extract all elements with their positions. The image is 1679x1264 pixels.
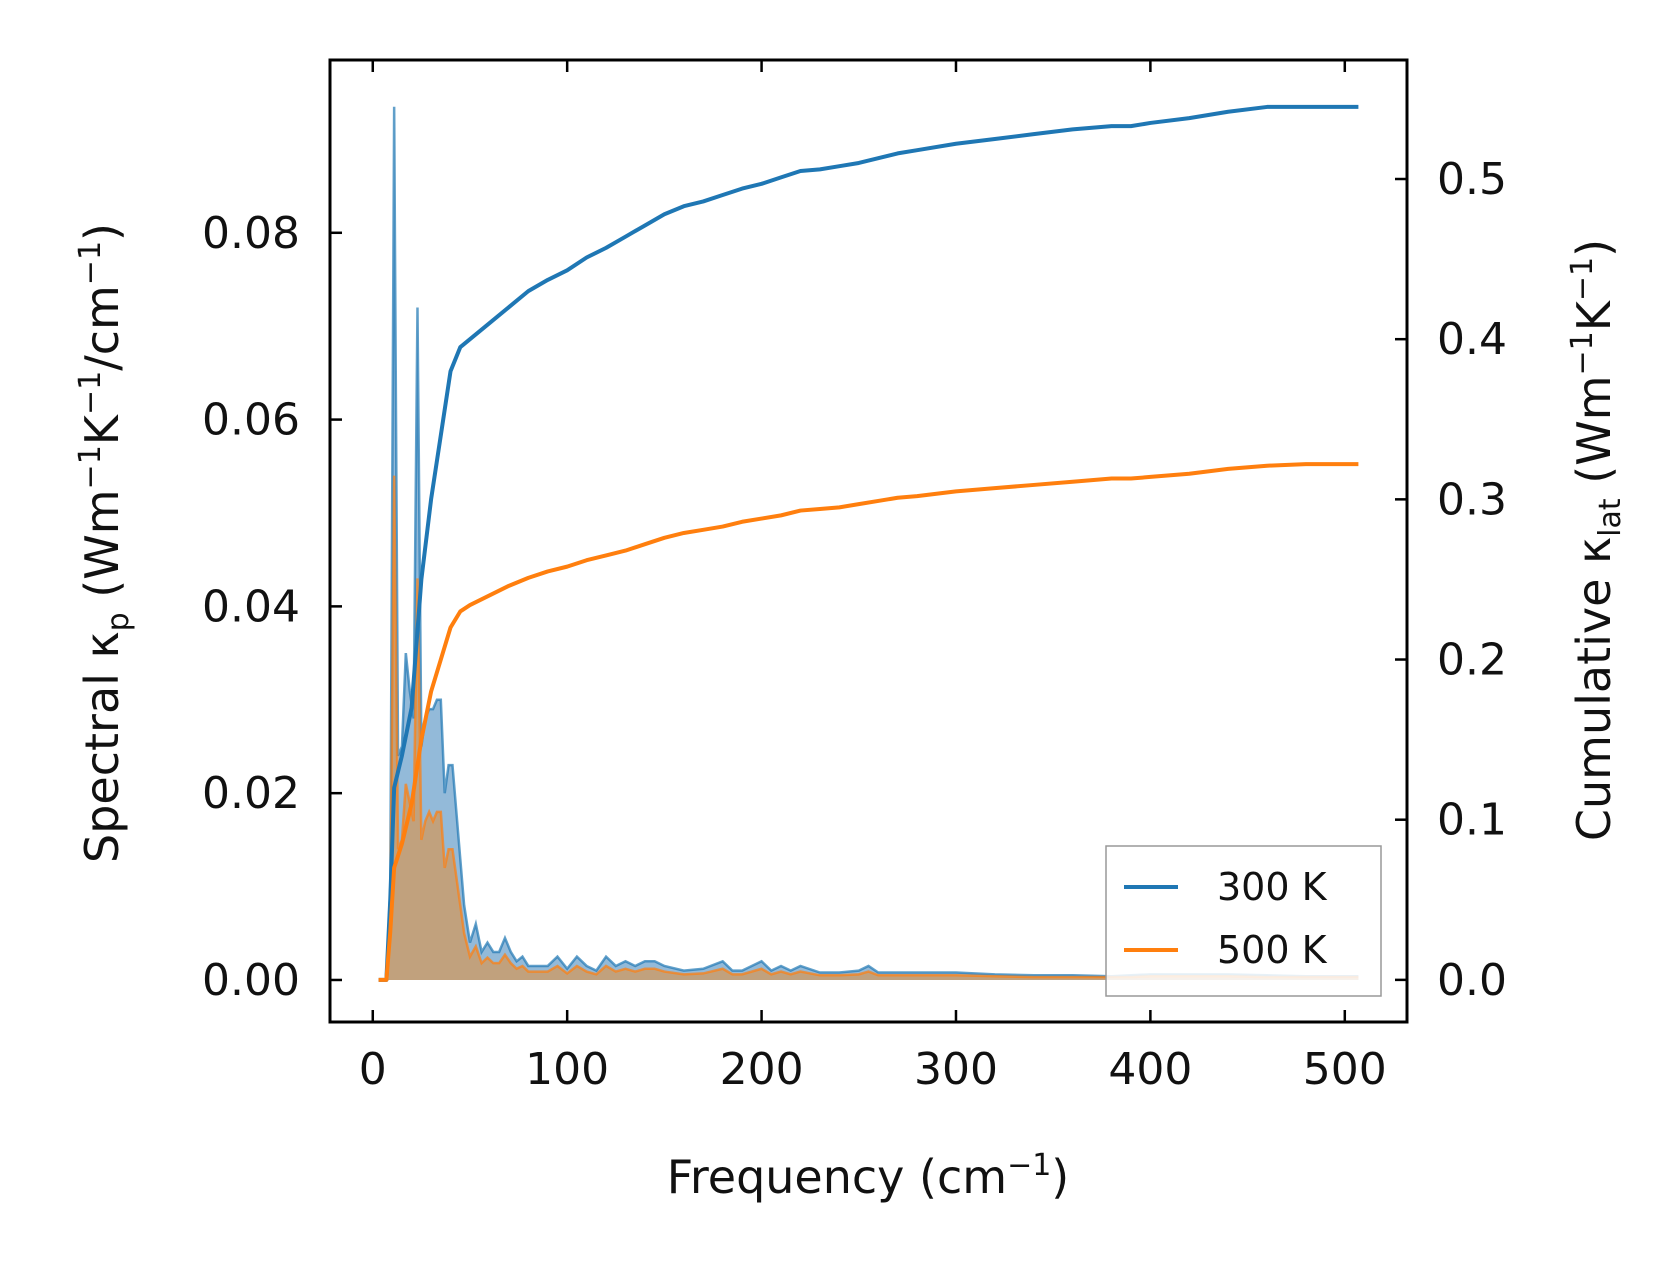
y-left-tick-label: 0.08 xyxy=(202,208,300,259)
y-axis-left-title: Spectral κp (Wm−1K−1/cm−1) xyxy=(73,223,136,863)
y-right-tick-label: 0.0 xyxy=(1437,955,1507,1006)
plot-frame xyxy=(328,58,1409,1024)
cumulative-line-300k xyxy=(378,104,1359,982)
spectral-line-500k xyxy=(378,475,1359,982)
legend: 300 K 500 K xyxy=(1105,845,1382,997)
y-left-tick-label: 0.06 xyxy=(202,395,300,446)
y-left-tick-label: 0.04 xyxy=(202,581,300,632)
x-tick-label: 200 xyxy=(720,1044,804,1095)
plot-area xyxy=(378,104,1359,982)
cumulative-line-500k xyxy=(378,462,1359,982)
y-right-tick-label: 0.3 xyxy=(1437,474,1507,525)
legend-label-500k: 500 K xyxy=(1217,928,1328,972)
y-right-tick-label: 0.1 xyxy=(1437,795,1507,846)
x-tick-label: 0 xyxy=(359,1044,387,1095)
x-axis-title: Frequency (cm−1) xyxy=(667,1148,1070,1204)
x-tick-label: 300 xyxy=(914,1044,998,1095)
y-right-tick-label: 0.5 xyxy=(1437,154,1507,205)
spectral-line-300k xyxy=(378,106,1359,982)
legend-label-300k: 300 K xyxy=(1217,865,1328,909)
y-right-tick-label: 0.4 xyxy=(1437,314,1507,365)
spectral-lines xyxy=(378,106,1359,982)
y-left-tick-label: 0.00 xyxy=(202,955,300,1006)
x-tick-label: 500 xyxy=(1303,1044,1387,1095)
ticks xyxy=(330,60,1407,1022)
x-tick-label: 100 xyxy=(525,1044,609,1095)
legend-frame xyxy=(1105,845,1382,997)
y-left-tick-label: 0.02 xyxy=(202,768,300,819)
x-tick-label: 400 xyxy=(1108,1044,1192,1095)
tick-labels: 0 100 200 300 400 500 0.00 0.02 0.04 0.06 0.08 0.0 0… xyxy=(202,154,1507,1095)
y-axis-right-title: Cumulative κlat (Wm−1K−1) xyxy=(1565,239,1628,841)
y-right-tick-label: 0.2 xyxy=(1437,635,1507,686)
cumulative-lines xyxy=(378,104,1359,982)
